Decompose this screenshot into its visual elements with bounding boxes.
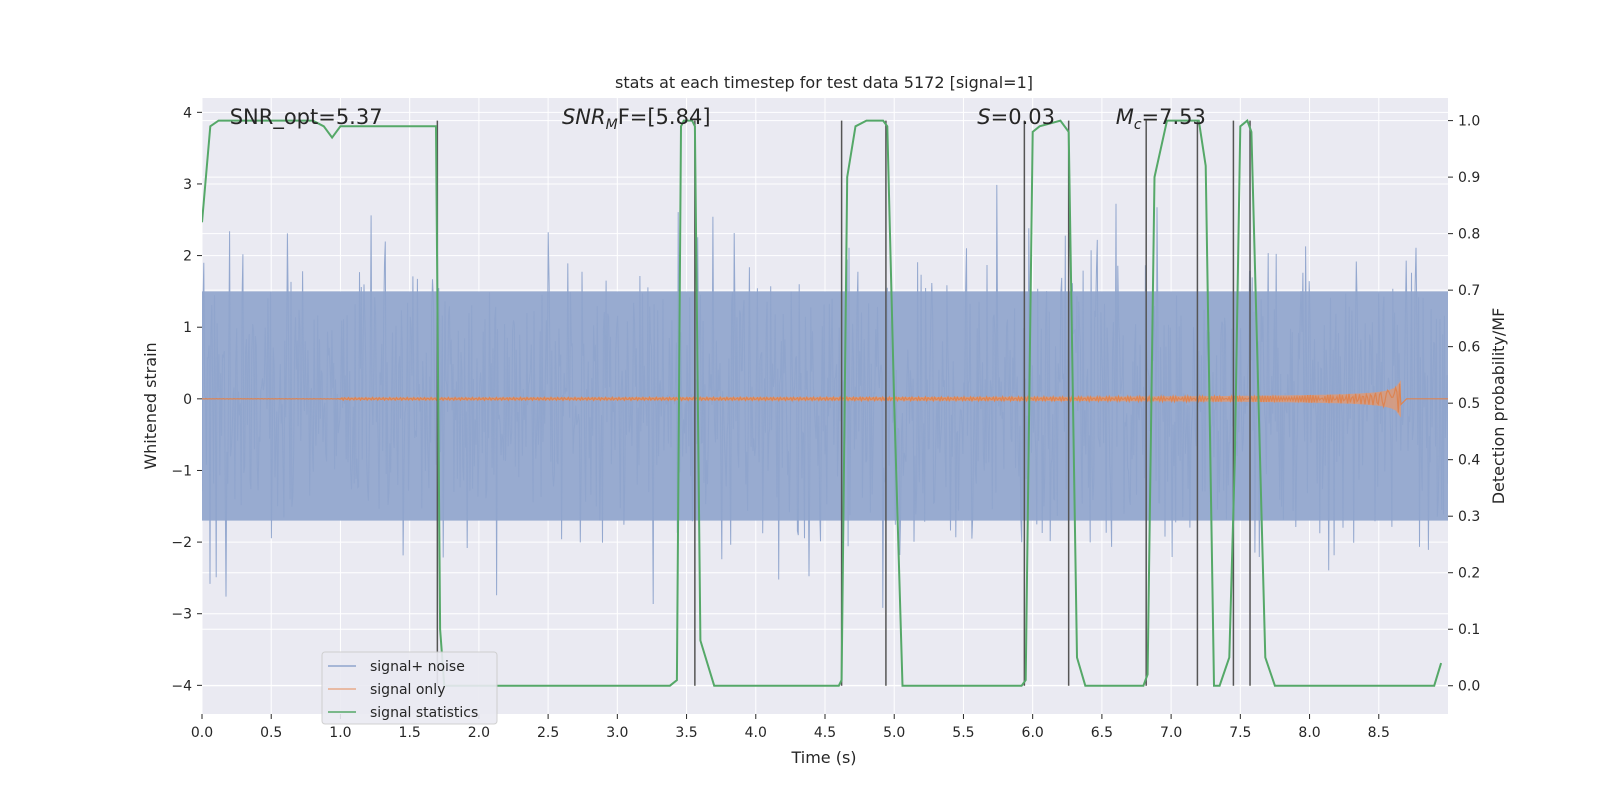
- x-tick-label: 6.0: [1022, 725, 1044, 741]
- chart-title: stats at each timestep for test data 517…: [615, 73, 1033, 92]
- annotation-3: Mc=7.53: [1116, 105, 1206, 133]
- x-tick-label: 2.5: [537, 725, 559, 741]
- x-tick-label: 6.5: [1091, 725, 1113, 741]
- y-left-tick-label: 3: [183, 177, 192, 193]
- y-right-tick-label: 1.0: [1458, 114, 1480, 130]
- x-tick-label: 7.0: [1160, 725, 1182, 741]
- x-tick-label: 7.5: [1229, 725, 1251, 741]
- y-right-tick-label: 0.8: [1458, 227, 1480, 243]
- x-tick-label: 5.0: [883, 725, 905, 741]
- annotation-1: SNRMF=[5.84]: [562, 105, 711, 133]
- y-left-axis-ticks: 4 3 2 1 0 −1 −2 −3 −4: [171, 105, 202, 694]
- legend-label-signal-only: signal only: [370, 682, 445, 698]
- annotation-value: =7.53: [1142, 105, 1206, 129]
- y-right-tick-label: 0.3: [1458, 509, 1480, 525]
- y-right-axis-ticks: 1.0 0.9 0.8 0.7 0.6 0.5 0.4 0.3 0.2 0.1 0.0: [1448, 114, 1480, 695]
- y-left-tick-label: −4: [171, 678, 192, 694]
- y-left-axis-title: Whitened strain: [141, 342, 160, 469]
- y-left-tick-label: −1: [171, 463, 192, 479]
- x-tick-label: 1.0: [329, 725, 351, 741]
- y-right-tick-label: 0.9: [1458, 170, 1480, 186]
- x-tick-label: 8.0: [1298, 725, 1320, 741]
- x-axis-title: Time (s): [790, 748, 856, 767]
- y-right-tick-label: 0.5: [1458, 396, 1480, 412]
- annotation-0: SNR_opt=5.37: [230, 105, 383, 130]
- y-right-tick-label: 0.0: [1458, 679, 1480, 695]
- x-tick-label: 8.5: [1368, 725, 1390, 741]
- annotations: SNR_opt=5.37 SNRMF=[5.84] S=0.03 Mc=7.53: [230, 105, 1206, 133]
- y-right-tick-label: 0.6: [1458, 340, 1480, 356]
- y-left-tick-label: −3: [171, 607, 192, 623]
- x-tick-label: 2.0: [468, 725, 490, 741]
- plot-area: [202, 118, 1448, 687]
- y-left-tick-label: 1: [183, 320, 192, 336]
- x-tick-label: 1.5: [399, 725, 421, 741]
- annotation-subscript: c: [1134, 117, 1142, 133]
- annotation-value: F=[5.84]: [618, 105, 711, 129]
- y-right-tick-label: 0.2: [1458, 566, 1480, 582]
- annotation-symbol: SNR: [562, 105, 606, 129]
- x-tick-label: 4.0: [745, 725, 767, 741]
- series-signal-only: [202, 380, 1448, 418]
- x-tick-label: 5.5: [952, 725, 974, 741]
- x-tick-label: 0.0: [191, 725, 213, 741]
- legend-label-signal-plus-noise: signal+ noise: [370, 659, 465, 675]
- y-right-axis-title: Detection probability/MF: [1489, 308, 1508, 505]
- x-tick-label: 3.5: [675, 725, 697, 741]
- x-tick-label: 0.5: [260, 725, 282, 741]
- series-signal-plus-noise: [202, 184, 1448, 608]
- signal-line: [202, 383, 1448, 413]
- x-tick-label: 4.5: [814, 725, 836, 741]
- y-left-tick-label: 2: [183, 249, 192, 265]
- annotation-2: S=0.03: [977, 105, 1055, 129]
- y-left-tick-label: 0: [183, 392, 192, 408]
- y-right-tick-label: 0.4: [1458, 453, 1480, 469]
- annotation-symbol: S: [977, 105, 990, 129]
- annotation-symbol: M: [1116, 105, 1134, 129]
- y-left-tick-label: 4: [183, 105, 192, 121]
- y-left-tick-label: −2: [171, 535, 192, 551]
- legend-label-signal-statistics: signal statistics: [370, 705, 478, 721]
- annotation-subscript: M: [606, 117, 618, 133]
- x-axis-ticks: 0.0 0.5 1.0 1.5 2.0 2.5 3.0 3.5 4.0 4.5 5.0 5.5 6.0 6…: [191, 714, 1390, 741]
- annotation-value: =0.03: [991, 105, 1055, 129]
- noise-line: [202, 184, 1448, 608]
- y-right-tick-label: 0.1: [1458, 622, 1480, 638]
- legend: signal+ noise signal only signal statist…: [321, 651, 498, 725]
- y-right-tick-label: 0.7: [1458, 283, 1480, 299]
- x-tick-label: 3.0: [606, 725, 628, 741]
- legend-box: [321, 651, 498, 725]
